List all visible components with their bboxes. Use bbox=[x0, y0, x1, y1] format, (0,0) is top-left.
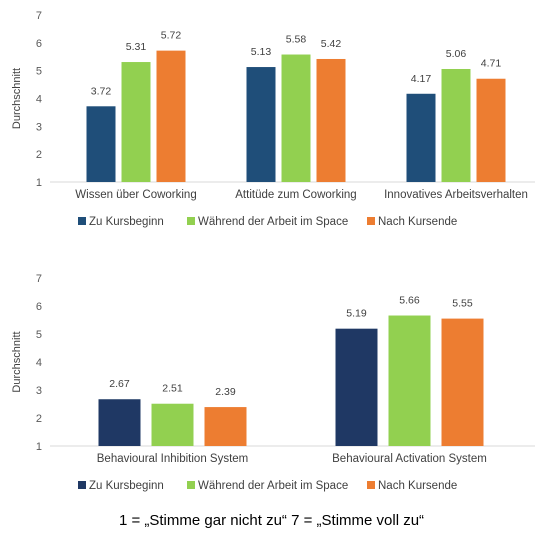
chart2-legend-label: Zu Kursbeginn bbox=[89, 480, 164, 492]
chart2-ytick-label: 2 bbox=[36, 413, 42, 425]
chart2-bar bbox=[98, 399, 141, 446]
chart1-legend-label: Während der Arbeit im Space bbox=[198, 216, 348, 228]
chart2-ytick-label: 6 bbox=[36, 301, 42, 313]
chart2-legend-swatch bbox=[187, 481, 195, 489]
chart2-ytick-label: 1 bbox=[36, 441, 42, 453]
chart1-bar bbox=[406, 93, 436, 182]
chart1-bar bbox=[86, 106, 116, 182]
chart1-y-axis-title: Durchschnitt bbox=[11, 68, 23, 129]
chart1-bar bbox=[156, 50, 186, 183]
chart1-ytick-label: 4 bbox=[36, 94, 42, 106]
chart1-bar bbox=[121, 62, 151, 183]
chart2-y-axis-title: Durchschnitt bbox=[11, 331, 23, 392]
chart1-bar bbox=[441, 68, 471, 182]
chart2-ytick-label: 7 bbox=[36, 273, 42, 285]
chart1-data-label: 5.58 bbox=[286, 34, 307, 46]
chart2-category-label: Behavioural Activation System bbox=[332, 453, 487, 465]
chart2-bar bbox=[204, 407, 247, 446]
chart1-bar bbox=[281, 54, 311, 183]
chart1-data-label: 5.42 bbox=[321, 38, 342, 50]
chart2-ytick-label: 3 bbox=[36, 385, 42, 397]
chart1-data-label: 3.72 bbox=[91, 85, 112, 97]
chart1-bar bbox=[476, 78, 506, 182]
chart2-bar bbox=[335, 328, 378, 446]
scale-footnote: 1 = „Stimme gar nicht zu“ 7 = „Stimme vo… bbox=[118, 512, 425, 529]
chart1-category-label: Innovatives Arbeitsverhalten bbox=[384, 189, 528, 201]
chart2-legend-label: Während der Arbeit im Space bbox=[198, 480, 348, 492]
chart2-data-label: 5.55 bbox=[452, 298, 473, 310]
chart1-ytick-label: 2 bbox=[36, 149, 42, 161]
chart1-data-label: 5.13 bbox=[251, 46, 272, 58]
chart2-data-label: 2.67 bbox=[109, 378, 130, 390]
chart1-legend-label: Zu Kursbeginn bbox=[89, 216, 164, 228]
chart2-legend-swatch bbox=[78, 481, 86, 489]
chart2-data-label: 2.39 bbox=[215, 386, 236, 398]
chart1-category-label: Attitüde zum Coworking bbox=[235, 189, 356, 201]
chart1-bar bbox=[246, 67, 276, 182]
chart1-legend-label: Nach Kursende bbox=[378, 216, 457, 228]
chart2-data-label: 2.51 bbox=[162, 383, 183, 395]
chart1-data-label: 4.71 bbox=[481, 58, 502, 70]
chart1-data-label: 5.31 bbox=[126, 41, 147, 53]
chart2-data-label: 5.19 bbox=[346, 308, 367, 320]
chart1-ytick-label: 3 bbox=[36, 121, 42, 133]
chart1-bar bbox=[316, 58, 346, 182]
chart1-ytick-label: 1 bbox=[36, 177, 42, 189]
chart2-category-label: Behavioural Inhibition System bbox=[97, 453, 249, 465]
chart2-bar bbox=[151, 403, 194, 446]
chart1-category-label: Wissen über Coworking bbox=[75, 189, 196, 201]
chart1-data-label: 5.06 bbox=[446, 48, 467, 60]
chart1-data-label: 5.72 bbox=[161, 30, 182, 42]
chart2-bar bbox=[388, 315, 431, 446]
chart1-legend-swatch bbox=[78, 217, 86, 225]
chart2-ytick-label: 4 bbox=[36, 357, 42, 369]
chart2-bar bbox=[441, 318, 484, 446]
chart1-ytick-label: 5 bbox=[36, 66, 42, 78]
chart1-legend-swatch bbox=[187, 217, 195, 225]
chart1-data-label: 4.17 bbox=[411, 73, 432, 85]
chart2-ytick-label: 5 bbox=[36, 329, 42, 341]
chart1-ytick-label: 6 bbox=[36, 38, 42, 50]
chart1-ytick-label: 7 bbox=[36, 10, 42, 22]
chart2-legend-swatch bbox=[367, 481, 375, 489]
chart2-legend-label: Nach Kursende bbox=[378, 480, 457, 492]
chart1-legend-swatch bbox=[367, 217, 375, 225]
chart2-data-label: 5.66 bbox=[399, 295, 420, 307]
